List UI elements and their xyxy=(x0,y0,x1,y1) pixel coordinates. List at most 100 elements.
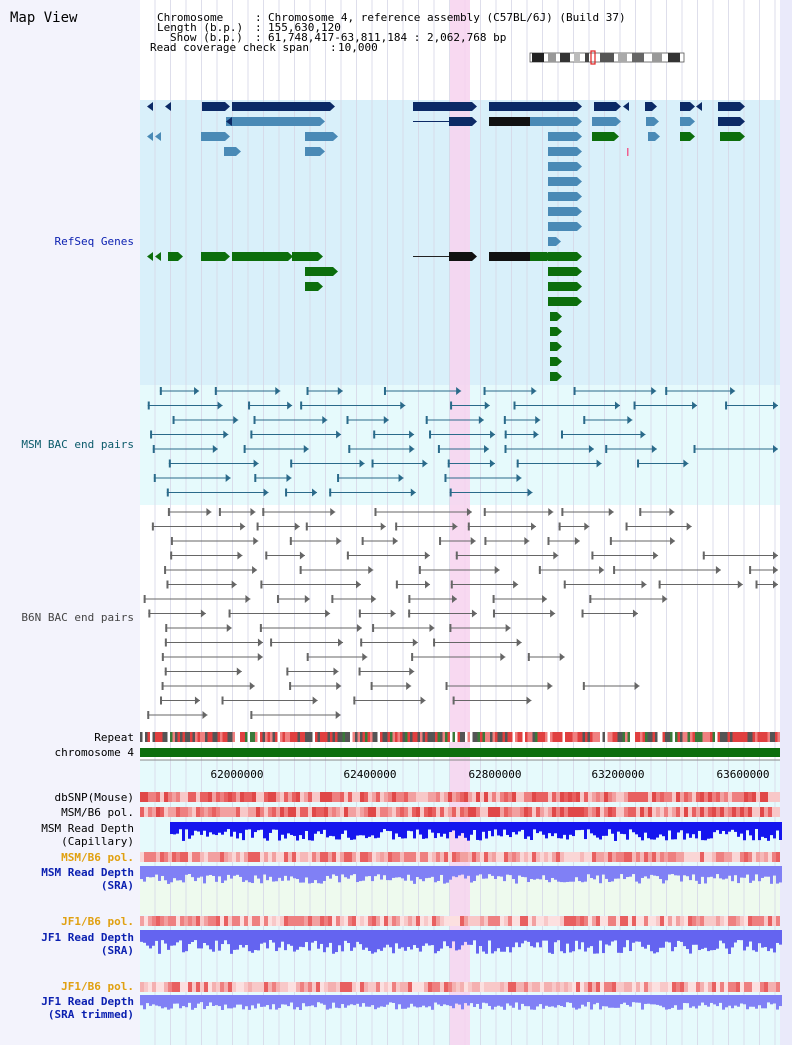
heatmap-cell xyxy=(612,916,616,926)
heatmap-cell xyxy=(204,916,208,926)
read-depth-bar xyxy=(239,930,242,945)
heatmap-cell xyxy=(516,792,520,802)
heatmap-cell xyxy=(696,982,700,992)
read-depth-bar xyxy=(362,930,365,950)
heatmap-cell xyxy=(192,916,196,926)
repeat-block xyxy=(285,732,288,742)
heatmap-cell xyxy=(304,807,308,817)
read-depth-bar xyxy=(473,866,476,882)
repeat-track[interactable] xyxy=(140,732,780,742)
read-depth-bar xyxy=(620,866,623,875)
read-depth-tracks[interactable] xyxy=(140,822,782,1010)
repeat-block xyxy=(302,732,305,742)
read-depth-bar xyxy=(509,930,512,953)
read-depth-bar xyxy=(767,995,770,1003)
gene-feature xyxy=(594,102,616,111)
chromosome-ideogram[interactable] xyxy=(529,50,685,65)
heatmap-cell xyxy=(436,916,440,926)
heatmap-cell xyxy=(256,807,260,817)
heatmap-cell xyxy=(544,792,548,802)
read-depth-bar xyxy=(224,822,227,832)
read-depth-bar xyxy=(479,930,482,947)
repeat-block xyxy=(270,732,273,742)
heatmap-cell xyxy=(404,982,408,992)
repeat-block xyxy=(715,732,718,742)
repeat-block xyxy=(272,732,275,742)
heatmap-cell xyxy=(340,792,344,802)
heatmap-cell xyxy=(732,852,736,862)
heatmap-cell xyxy=(160,916,164,926)
heatmap-cell xyxy=(668,982,672,992)
heatmap-cell xyxy=(372,852,376,862)
heatmap-cell xyxy=(592,852,596,862)
heatmap-cell xyxy=(520,792,524,802)
msm-bac-track[interactable] xyxy=(147,387,778,497)
repeat-block xyxy=(390,732,393,742)
refseq-genes-track[interactable] xyxy=(147,102,745,381)
heatmap-cell xyxy=(428,916,432,926)
repeat-block xyxy=(582,732,585,742)
repeat-block xyxy=(490,732,493,742)
heatmap-cell xyxy=(256,852,260,862)
heatmap-cell xyxy=(528,852,532,862)
heatmap-cell xyxy=(492,852,496,862)
heatmap-cell xyxy=(564,982,568,992)
repeat-block xyxy=(445,732,448,742)
heatmap-cell xyxy=(492,916,496,926)
gene-arrow xyxy=(577,267,582,276)
gene-arrow xyxy=(577,177,582,186)
read-depth-bar xyxy=(359,822,362,836)
heatmap-cell xyxy=(332,852,336,862)
polymorphism-heatmaps[interactable] xyxy=(140,792,780,992)
read-depth-bar xyxy=(308,866,311,884)
read-depth-bar xyxy=(341,866,344,875)
read-depth-bar xyxy=(278,866,281,878)
chromosome-bar[interactable] xyxy=(140,748,780,757)
heatmap-cell xyxy=(472,852,476,862)
read-depth-bar xyxy=(578,930,581,950)
heatmap-cell xyxy=(756,852,760,862)
read-depth-bar xyxy=(551,822,554,837)
read-depth-bar xyxy=(464,995,467,1004)
bac-end xyxy=(483,387,486,395)
selection-highlight[interactable] xyxy=(450,0,470,1045)
repeat-block xyxy=(227,732,230,742)
heatmap-cell xyxy=(696,916,700,926)
track-label-jf1-b6-pol-trimmed: JF1/B6 pol. xyxy=(61,980,134,993)
read-depth-bar xyxy=(671,930,674,952)
heatmap-cell xyxy=(580,852,584,862)
b6n-bac-track[interactable] xyxy=(143,508,778,719)
read-depth-bar xyxy=(401,995,404,1009)
read-depth-bar xyxy=(659,822,662,835)
gene-feature xyxy=(305,147,320,156)
heatmap-cell xyxy=(384,852,388,862)
heatmap-cell xyxy=(424,982,428,992)
read-depth-bar xyxy=(386,930,389,945)
read-depth-bar xyxy=(674,930,677,948)
heatmap-cell xyxy=(552,916,556,926)
read-depth-bar xyxy=(302,930,305,948)
read-depth-bar xyxy=(473,995,476,1008)
gene-arrow xyxy=(472,102,477,111)
read-depth-bar xyxy=(602,822,605,836)
read-depth-bar xyxy=(215,822,218,836)
read-depth-bar xyxy=(206,995,209,1006)
repeat-block xyxy=(207,732,210,742)
heatmap-cell xyxy=(596,982,600,992)
bac-end-arrow xyxy=(490,430,496,439)
heatmap-cell xyxy=(224,852,228,862)
heatmap-cell xyxy=(252,916,256,926)
heatmap-cell xyxy=(668,916,672,926)
bac-end-arrow xyxy=(542,595,548,603)
track-label-jf1-read-depth: JF1 Read Depth xyxy=(41,931,134,944)
bac-end xyxy=(455,551,458,560)
read-depth-bar xyxy=(494,995,497,1007)
repeat-block xyxy=(585,732,588,742)
heatmap-cell xyxy=(768,852,772,862)
read-depth-bar xyxy=(668,866,671,875)
read-depth-bar xyxy=(623,866,626,880)
heatmap-cell xyxy=(572,792,576,802)
heatmap-cell xyxy=(452,807,456,817)
heatmap-cell xyxy=(568,916,572,926)
read-depth-bar xyxy=(320,930,323,944)
